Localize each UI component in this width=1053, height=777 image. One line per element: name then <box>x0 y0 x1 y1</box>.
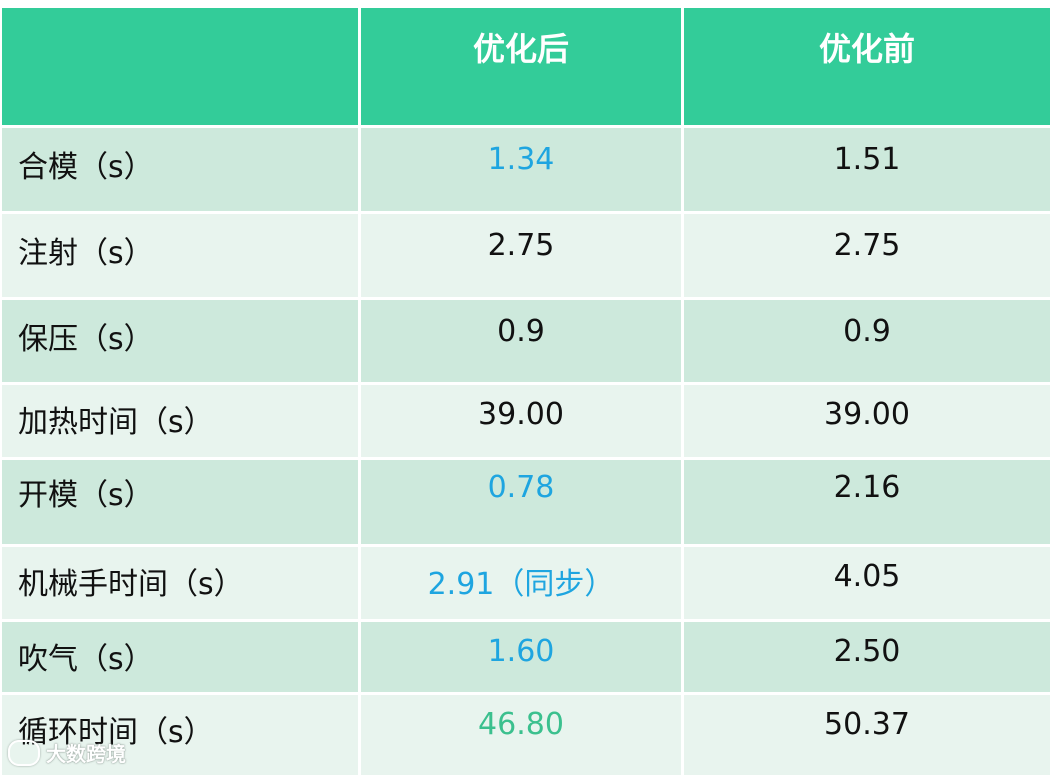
row-label: 开模（s） <box>2 460 361 544</box>
row-label: 加热时间（s） <box>2 385 361 457</box>
header-cell-before: 优化前 <box>818 30 915 68</box>
row-after-value: 0.9 <box>361 300 684 382</box>
row-label: 机械手时间（s） <box>2 547 361 619</box>
row-after-value: 39.00 <box>361 385 684 457</box>
logo-icon <box>8 739 40 766</box>
row-after-value: 1.60 <box>361 622 684 692</box>
row-before-value: 39.00 <box>824 397 910 432</box>
header-cell-after: 优化后 <box>361 8 684 125</box>
table-row: 保压（s） 0.9 0.9 <box>2 300 1050 385</box>
comparison-table: 优化后 优化前 合模（s） 1.34 1.51 注射（s） 2.75 2.75 … <box>2 8 1050 775</box>
row-before-value: 2.75 <box>833 228 901 263</box>
row-label: 循环时间（s） <box>2 695 361 775</box>
row-before-value: 2.16 <box>833 470 901 505</box>
table-row: 吹气（s） 1.60 2.50 <box>2 622 1050 695</box>
watermark: 大数跨境 <box>8 738 126 767</box>
table-row: 加热时间（s） 39.00 39.00 <box>2 385 1050 460</box>
row-before-value: 2.50 <box>833 634 901 669</box>
row-label: 保压（s） <box>2 300 361 382</box>
row-before-value: 0.9 <box>843 314 891 349</box>
row-label: 合模（s） <box>2 128 361 211</box>
row-after-value: 2.91（同步） <box>361 547 684 619</box>
watermark-text: 大数跨境 <box>46 742 126 766</box>
row-label: 注射（s） <box>2 214 361 297</box>
table-row: 循环时间（s） 46.80 50.37 <box>2 695 1050 775</box>
row-after-value: 2.75 <box>361 214 684 297</box>
table-header: 优化后 优化前 <box>2 8 1050 128</box>
row-after-value: 1.34 <box>361 128 684 211</box>
row-label: 吹气（s） <box>2 622 361 692</box>
row-before-value: 4.05 <box>833 559 901 594</box>
header-cell-empty <box>2 8 361 125</box>
row-after-value: 0.78 <box>361 460 684 544</box>
table-row: 注射（s） 2.75 2.75 <box>2 214 1050 300</box>
table-row: 机械手时间（s） 2.91（同步） 4.05 <box>2 547 1050 622</box>
row-after-value: 46.80 <box>361 695 684 775</box>
row-before-value: 1.51 <box>833 142 901 177</box>
row-before-value: 50.37 <box>824 707 910 742</box>
table-row: 合模（s） 1.34 1.51 <box>2 128 1050 214</box>
table-row: 开模（s） 0.78 2.16 <box>2 460 1050 547</box>
